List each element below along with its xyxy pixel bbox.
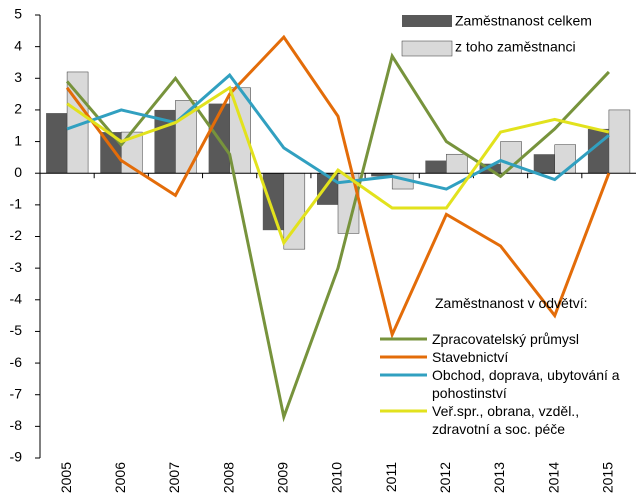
y-tick-label: -6 — [10, 354, 23, 370]
x-tick-label: 2005 — [58, 462, 74, 493]
y-tick-label: -2 — [10, 227, 23, 243]
legend-title: Zaměstnanost v odvětví: — [435, 295, 588, 311]
x-tick-label: 2015 — [600, 462, 616, 493]
y-tick-label: 4 — [14, 37, 22, 53]
bar — [317, 173, 338, 205]
legend-label: Stavebnictví — [432, 349, 509, 365]
legend-label: z toho zaměstnanci — [455, 39, 576, 55]
y-tick-label: -8 — [10, 417, 23, 433]
y-tick-label: -3 — [10, 259, 23, 275]
y-tick-label: 2 — [14, 101, 22, 117]
x-tick-label: 2013 — [491, 462, 507, 493]
y-tick-label: 5 — [14, 6, 22, 22]
x-tick-label: 2009 — [275, 462, 291, 493]
y-tick-label: -1 — [10, 196, 23, 212]
bar — [554, 144, 576, 174]
x-tick-label: 2014 — [545, 462, 561, 493]
y-tick-label: 0 — [14, 164, 22, 180]
x-tick-label: 2007 — [166, 462, 182, 493]
legend-label: Zpracovatelský průmysl — [432, 331, 580, 347]
line-series — [66, 85, 610, 246]
y-tick-label: 1 — [14, 132, 22, 148]
legend-label: Veř.spr., obrana, vzděl., zdravotní a so… — [432, 403, 580, 437]
x-tick-label: 2011 — [383, 462, 399, 492]
bar — [533, 154, 555, 174]
y-tick-label: -5 — [10, 322, 23, 338]
x-tick-label: 2012 — [437, 462, 453, 493]
y-tick-label: -4 — [10, 290, 23, 306]
x-tick-label: 2010 — [329, 462, 345, 493]
legend-label: Zaměstnanost celkem — [455, 13, 592, 29]
bar — [425, 160, 447, 174]
bar — [446, 153, 468, 174]
legend-swatch — [402, 15, 452, 27]
legend-label: Obchod, doprava, ubytování a pohostinstv… — [432, 367, 620, 401]
line-series — [65, 34, 611, 340]
line-series — [66, 72, 610, 191]
bar — [608, 109, 631, 174]
y-tick-label: -7 — [10, 385, 23, 401]
x-tick-label: 2008 — [220, 462, 236, 493]
bar — [46, 113, 68, 174]
bar — [262, 173, 284, 231]
legend-swatch — [401, 40, 453, 57]
y-tick-label: 3 — [14, 69, 22, 85]
x-tick-label: 2006 — [112, 462, 128, 493]
line-series — [65, 52, 610, 423]
y-tick-label: -9 — [10, 449, 23, 465]
bar — [100, 132, 122, 174]
bar — [371, 173, 393, 177]
